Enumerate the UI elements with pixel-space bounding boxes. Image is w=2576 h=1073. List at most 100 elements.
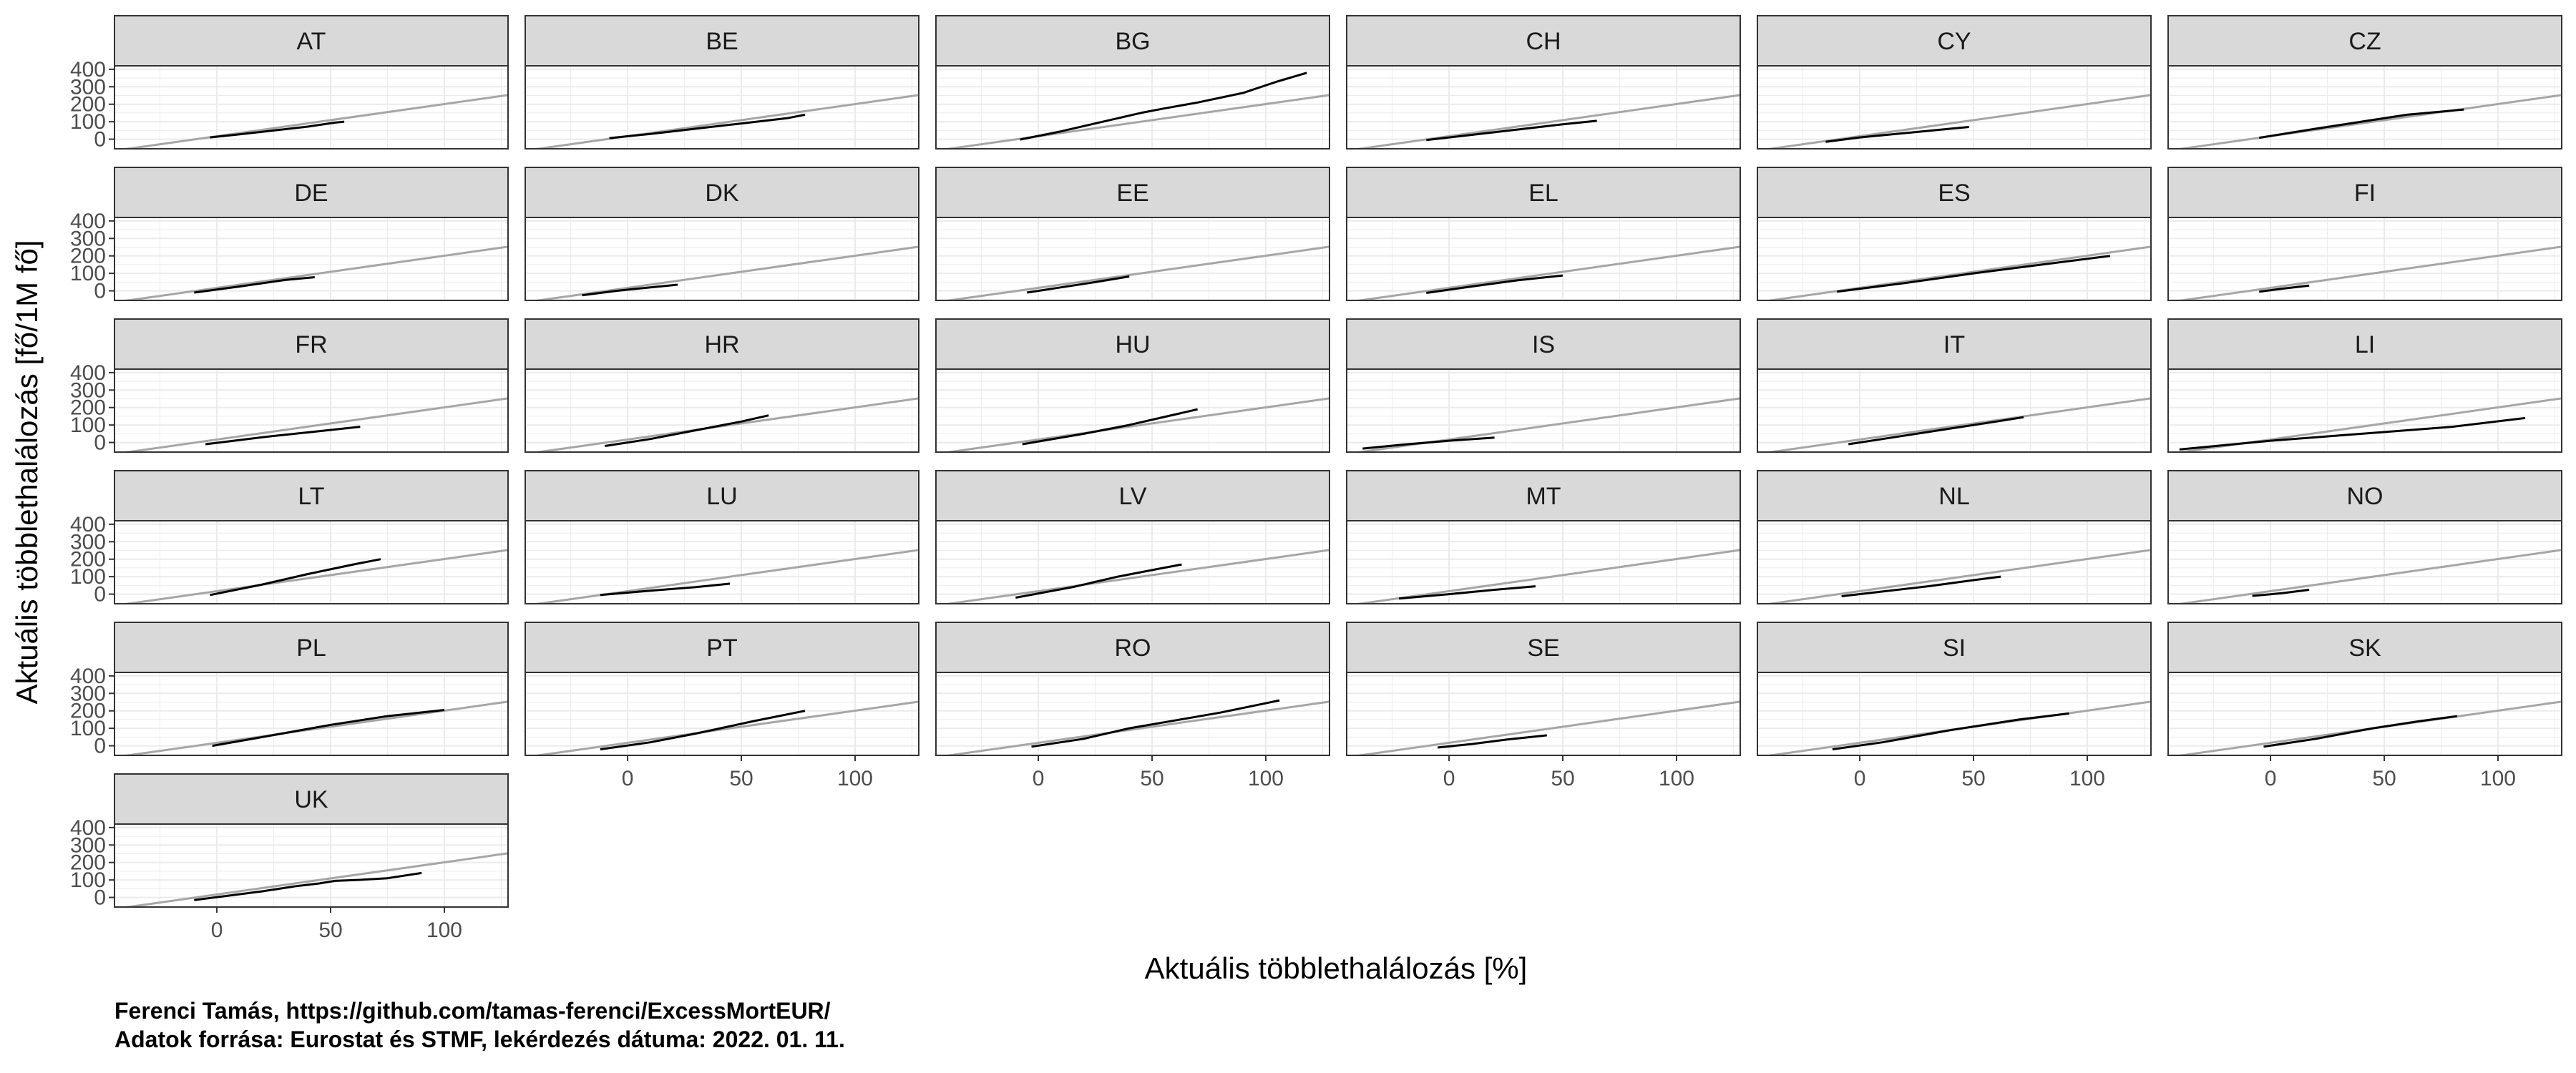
gridlines	[936, 369, 1330, 452]
series-line-it	[1848, 416, 2024, 446]
reference-line	[119, 94, 508, 149]
series-line-hu	[1022, 408, 1198, 446]
series-line-lt	[210, 558, 381, 597]
series-line-fi	[2259, 284, 2310, 293]
panel-background	[1347, 521, 1740, 604]
facet-strip	[935, 167, 1330, 218]
facet-label: BE	[706, 28, 738, 55]
panel-hu: HU	[935, 318, 1330, 453]
panel-be: BE	[525, 15, 919, 150]
panel-background	[114, 369, 508, 452]
y-tick-label: 200	[70, 548, 106, 572]
y-tick-label: 0	[94, 886, 106, 910]
series-line-cy	[1825, 126, 1969, 143]
series-line-mt	[1398, 585, 1536, 600]
series-line-de	[194, 276, 315, 294]
facet-label: PT	[706, 635, 737, 662]
panel-border	[1346, 65, 1741, 150]
facet-label: LT	[298, 483, 324, 510]
reference-line	[941, 700, 1330, 755]
x-tick-label: 0	[1033, 767, 1045, 790]
y-tick-label: 300	[70, 75, 106, 99]
panel-background	[525, 521, 919, 604]
facet-strip	[1346, 318, 1741, 370]
gridlines	[2168, 369, 2562, 452]
reference-line	[1762, 397, 2151, 452]
panel-background	[2168, 217, 2562, 300]
facet-label: SI	[1943, 635, 1966, 662]
y-tick-label: 300	[70, 227, 106, 250]
series-line-bg	[1020, 72, 1307, 141]
facet-label: IT	[1943, 331, 1965, 358]
x-tick-label: 100	[2480, 767, 2516, 790]
x-tick-label: 50	[318, 918, 342, 942]
panel-border	[114, 672, 509, 756]
series-line-uk	[194, 871, 422, 901]
y-tick-label: 300	[70, 530, 106, 554]
panel-background	[525, 672, 919, 755]
x-tick-label: 50	[2372, 767, 2396, 790]
panel-si: SI	[1757, 622, 2152, 756]
panel-hr: HR	[525, 318, 919, 453]
series-line-be	[609, 113, 806, 139]
gridlines	[114, 521, 508, 604]
y-tick-label: 100	[70, 110, 106, 134]
facet-label: MT	[1526, 483, 1561, 510]
series-line-pl	[212, 709, 445, 748]
y-tick-label: 100	[70, 565, 106, 589]
x-tick-label: 100	[1248, 767, 1284, 790]
panel-border	[1757, 368, 2152, 453]
panel-lv: LV	[935, 470, 1330, 604]
y-axis-title: Aktuális többlethalálozás [fő/1M fő]	[10, 240, 44, 704]
gridlines	[1757, 66, 2151, 149]
facet-label: FR	[295, 331, 327, 358]
facet-label: CH	[1526, 28, 1561, 55]
x-tick-label: 0	[1854, 767, 1866, 790]
facet-strip	[2167, 318, 2562, 370]
gridlines	[1347, 369, 1740, 452]
panel-border	[525, 368, 919, 453]
gridlines	[114, 369, 508, 452]
reference-line	[1762, 94, 2151, 149]
panel-background	[2168, 672, 2562, 755]
facet-strip	[935, 318, 1330, 370]
facet-label: NL	[1938, 483, 1969, 510]
gridlines	[114, 672, 508, 755]
panel-background	[936, 369, 1330, 452]
facet-strip	[114, 622, 509, 673]
panel-background	[114, 824, 508, 907]
y-tick-label: 200	[70, 700, 106, 723]
y-tick-label: 400	[70, 816, 106, 840]
y-tick-label: 200	[70, 93, 106, 117]
panel-background	[2168, 369, 2562, 452]
series-line-sk	[2263, 715, 2458, 748]
facet-label: RO	[1115, 635, 1151, 662]
reference-line	[941, 94, 1330, 149]
panel-ch: CH	[1346, 15, 1741, 150]
panel-background	[525, 66, 919, 149]
series-line-el	[1426, 274, 1563, 294]
facet-strip	[114, 15, 509, 67]
series-line-ro	[1031, 699, 1280, 748]
series-line-is	[1362, 436, 1495, 450]
panel-background	[525, 369, 919, 452]
panel-border	[1346, 368, 1741, 453]
gridlines	[1757, 672, 2151, 755]
panel-border	[525, 217, 919, 301]
panel-background	[2168, 66, 2562, 149]
panel-lu: LU	[525, 470, 919, 604]
panel-border	[114, 520, 509, 604]
panel-ro: RO	[935, 622, 1330, 756]
panel-border	[2167, 672, 2562, 756]
panel-is: IS	[1346, 318, 1741, 453]
reference-line	[2173, 94, 2562, 149]
panel-el: EL	[1346, 167, 1741, 301]
x-tick-label: 100	[837, 767, 873, 790]
panel-border	[935, 65, 1330, 150]
panel-border	[1757, 672, 2152, 756]
facet-strip	[114, 318, 509, 370]
y-tick-label: 100	[70, 868, 106, 892]
